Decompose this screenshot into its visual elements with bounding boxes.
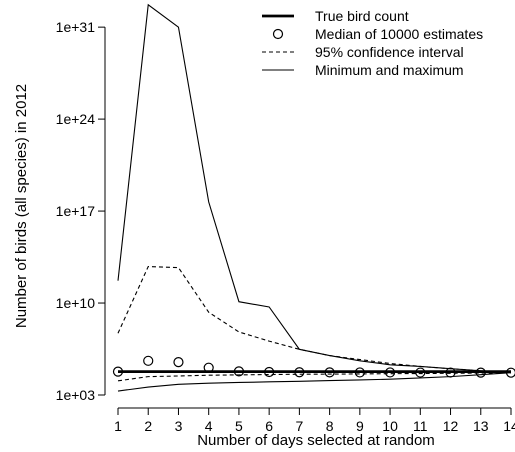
median-point bbox=[203, 362, 214, 373]
x-tick-label: 13 bbox=[473, 418, 489, 434]
median-point bbox=[294, 367, 305, 378]
series-layer bbox=[112, 3, 515, 392]
median-point bbox=[384, 367, 396, 378]
x-tick-label: 4 bbox=[205, 418, 213, 434]
legend-label: 95% confidence interval bbox=[315, 44, 464, 60]
median-point bbox=[415, 367, 426, 378]
legend: True bird count Median of 10000 estimates… bbox=[262, 8, 483, 78]
median-point bbox=[264, 366, 275, 378]
y-tick-label: 1e+10 bbox=[56, 295, 96, 311]
y-tick-label: 1e+24 bbox=[56, 111, 96, 127]
x-tick-label: 12 bbox=[443, 418, 459, 434]
median-point bbox=[173, 357, 184, 368]
x-tick-label: 3 bbox=[175, 418, 183, 434]
x-tick-label: 11 bbox=[413, 418, 428, 434]
confidence-interval-line bbox=[117, 372, 512, 382]
legend-label: Median of 10000 estimates bbox=[315, 26, 483, 42]
median-point bbox=[112, 366, 124, 377]
min-max-line bbox=[117, 372, 512, 392]
x-tick-label: 7 bbox=[295, 418, 303, 434]
median-point bbox=[324, 367, 335, 378]
y-axis: 1e+03 1e+10 1e+17 1e+24 1e+31 bbox=[56, 19, 106, 403]
legend-label: Minimum and maximum bbox=[315, 62, 464, 78]
x-tick-label: 1 bbox=[114, 418, 122, 434]
y-tick-label: 1e+31 bbox=[56, 19, 96, 35]
y-tick-label: 1e+03 bbox=[56, 387, 96, 403]
x-tick-label: 14 bbox=[503, 418, 515, 434]
x-tick-label: 9 bbox=[356, 418, 364, 434]
y-axis-label: Number of birds (all species) in 2012 bbox=[13, 84, 30, 328]
x-tick-label: 2 bbox=[144, 418, 152, 434]
x-tick-label: 10 bbox=[382, 418, 398, 434]
x-tick-label: 5 bbox=[235, 418, 243, 434]
confidence-interval-line bbox=[117, 265, 512, 374]
x-axis: 1 2 3 4 5 6 7 8 9 10 11 12 13 14 bbox=[114, 407, 515, 434]
median-point bbox=[354, 367, 365, 378]
x-axis-label: Number of days selected at random bbox=[197, 432, 435, 449]
x-tick-label: 8 bbox=[326, 418, 334, 434]
legend-label: True bird count bbox=[315, 8, 409, 24]
x-tick-label: 6 bbox=[265, 418, 273, 434]
legend-symbol-circle bbox=[272, 28, 284, 40]
median-point bbox=[233, 366, 245, 377]
min-max-line bbox=[117, 3, 512, 374]
y-tick-label: 1e+17 bbox=[56, 203, 96, 219]
median-point bbox=[143, 355, 154, 366]
